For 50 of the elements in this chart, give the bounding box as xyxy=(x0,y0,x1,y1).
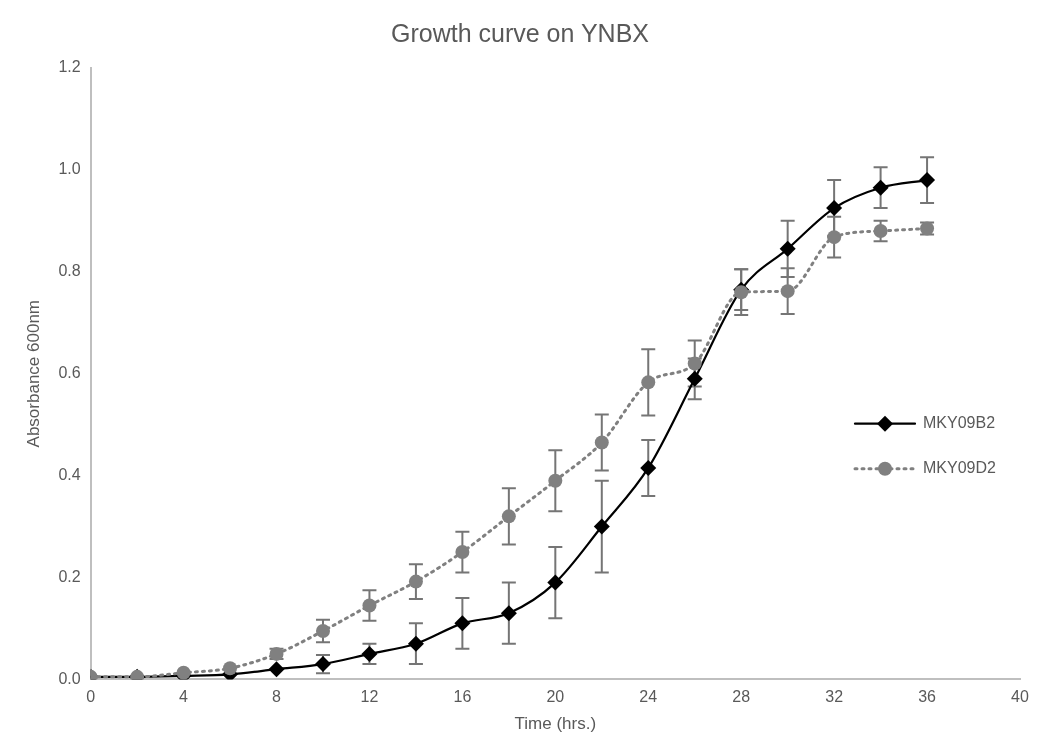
x-tick-label: 4 xyxy=(179,688,189,706)
y-tick-label: 1.0 xyxy=(58,160,81,178)
point xyxy=(780,284,795,299)
x-tick-label: 16 xyxy=(453,688,472,706)
point xyxy=(826,200,843,217)
x-tick-label: 32 xyxy=(825,688,844,706)
point xyxy=(361,645,378,662)
point xyxy=(687,356,702,371)
point xyxy=(919,172,936,189)
point xyxy=(315,624,330,638)
point xyxy=(268,661,285,678)
point xyxy=(641,375,656,390)
point xyxy=(547,574,564,591)
y-tick-label: 0.0 xyxy=(58,669,81,687)
legend-label: MKY09D2 xyxy=(923,459,997,477)
point xyxy=(500,605,517,622)
y-tick-label: 0.4 xyxy=(58,466,81,484)
y-tick-label: 0.8 xyxy=(58,262,81,280)
y-axis-title: Absorbance 600nm xyxy=(23,299,43,448)
x-tick-label: 12 xyxy=(360,688,379,706)
point xyxy=(640,459,657,476)
x-axis-title: Time (hrs.) xyxy=(514,714,597,734)
x-tick-label: 28 xyxy=(732,688,751,706)
x-tick-label: 36 xyxy=(918,688,937,706)
y-tick-label: 0.2 xyxy=(58,567,81,585)
x-tick-label: 20 xyxy=(546,688,565,706)
y-tick-label: 0.6 xyxy=(58,364,81,382)
x-tick-label: 24 xyxy=(639,688,658,706)
point xyxy=(548,473,563,488)
x-tick-label: 0 xyxy=(86,688,96,706)
point xyxy=(734,285,749,300)
point xyxy=(594,435,609,450)
y-tick-label: 1.2 xyxy=(58,58,81,76)
point xyxy=(873,224,888,239)
point xyxy=(223,661,238,676)
point xyxy=(455,545,470,560)
point xyxy=(454,615,471,632)
x-tick-label: 8 xyxy=(272,688,282,706)
point xyxy=(827,230,842,245)
point xyxy=(501,509,516,524)
point xyxy=(779,240,796,257)
x-tick-label: 40 xyxy=(1011,688,1029,706)
legend-label: MKY09B2 xyxy=(923,414,996,432)
point xyxy=(407,635,424,652)
point xyxy=(408,574,423,589)
chart-title: Growth curve on YNBX xyxy=(391,18,650,47)
point xyxy=(593,518,610,535)
point xyxy=(362,598,377,613)
point xyxy=(686,370,703,387)
point xyxy=(872,179,889,196)
